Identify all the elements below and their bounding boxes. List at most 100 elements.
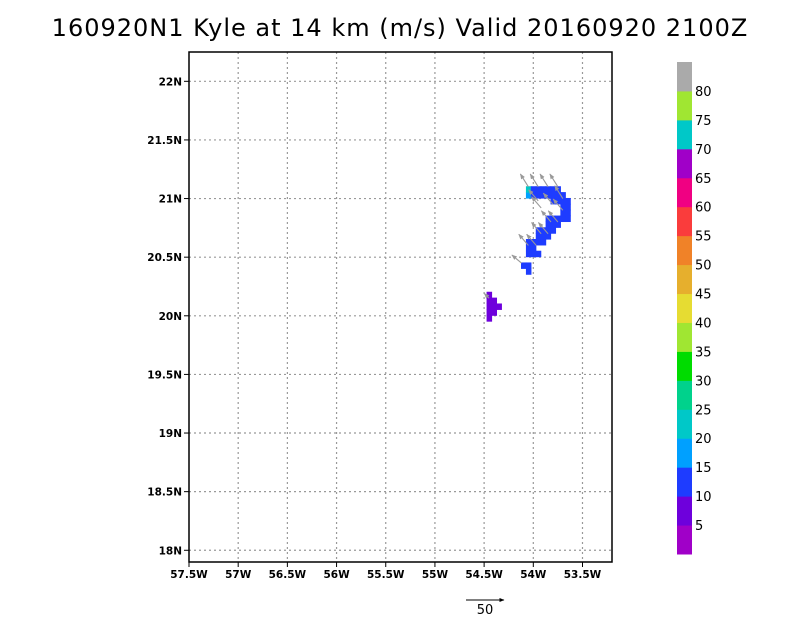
colorbar-segment — [677, 177, 692, 208]
heatmap-cell — [496, 303, 502, 310]
wind-vector — [540, 210, 552, 223]
colorbar-label: 80 — [695, 85, 712, 100]
colorbar-label: 50 — [695, 259, 712, 274]
colorbar-label: 10 — [695, 490, 712, 505]
colorbar-label: 75 — [695, 114, 712, 129]
wind-vector — [483, 293, 490, 299]
x-tick-label: 57W — [225, 569, 252, 581]
colorbar-label: 60 — [695, 201, 712, 216]
heatmap-cell — [560, 197, 566, 205]
heatmap-cell — [560, 203, 566, 211]
colorbar-label: 45 — [695, 288, 712, 303]
x-tick-label: 54.5W — [465, 569, 503, 581]
heatmap-cell — [486, 297, 493, 305]
y-tick-label: 19N — [159, 428, 182, 440]
wind-vectors — [483, 173, 564, 299]
heatmap-cell — [550, 227, 557, 234]
heatmap-cell — [525, 244, 532, 252]
plot-frame — [188, 51, 613, 563]
heatmap-cell — [540, 227, 547, 234]
colorbar-label: 25 — [695, 403, 712, 418]
heatmap-cell — [540, 233, 547, 240]
wind-vector — [554, 185, 564, 199]
colorbar-label: 20 — [695, 432, 712, 447]
heatmap-cell — [565, 209, 571, 217]
y-tick-label: 21N — [159, 194, 182, 206]
wind-vector — [539, 173, 549, 188]
chart-title: 160920N1 Kyle at 14 km (m/s) Valid 20160… — [51, 14, 749, 42]
heatmap-cell — [550, 186, 557, 193]
x-axis-ticks: 57.5W 57W 56.5W 56W 55.5W 55W 54.5W 54W 53.5W — [170, 562, 602, 581]
heatmap-cell — [565, 197, 571, 205]
wind-vector — [547, 210, 559, 223]
x-tick-label: 55W — [422, 569, 449, 581]
heatmap-cell — [560, 192, 566, 199]
heatmap-cell — [550, 221, 557, 228]
heatmap-cell — [545, 186, 552, 193]
heatmap-cell — [565, 203, 571, 211]
heatmap-cell — [555, 221, 561, 228]
wind-vector — [552, 198, 564, 211]
y-tick-label: 21.5N — [147, 135, 182, 147]
heatmap-cell — [491, 297, 498, 305]
heatmap-cell — [530, 244, 537, 252]
heatmap-cell — [550, 192, 557, 199]
grid-lines — [189, 52, 612, 562]
colorbar-segment — [677, 62, 692, 92]
colorbar-segment — [677, 119, 692, 150]
colorbar-segment — [677, 322, 692, 352]
y-tick-label: 19.5N — [147, 369, 182, 381]
heatmap-cell — [525, 262, 532, 269]
wind-vector — [528, 189, 539, 202]
heatmap-cell — [530, 186, 537, 193]
wind-vector — [529, 173, 539, 188]
heatmap-cell — [525, 268, 532, 275]
wind-vector — [542, 192, 554, 205]
heatmap-cell — [521, 262, 527, 269]
x-tick-label: 54W — [520, 569, 547, 581]
colorbar: 5 10 15 20 25 30 35 40 45 50 55 60 65 70 75 80 — [677, 62, 712, 555]
heatmap-cell — [545, 221, 552, 228]
x-tick-label: 56W — [323, 569, 350, 581]
heatmap-cell — [540, 186, 547, 193]
colorbar-segment — [677, 206, 692, 237]
reference-label: 50 — [477, 603, 494, 618]
colorbar-segment — [677, 380, 692, 410]
heatmap-cell — [525, 239, 532, 246]
heatmap-cell — [535, 186, 542, 193]
colorbar-segment — [677, 467, 692, 497]
colorbar-label: 30 — [695, 374, 712, 389]
y-tick-label: 22N — [159, 76, 182, 88]
colorbar-label: 40 — [695, 316, 712, 331]
heatmap-cell — [491, 303, 498, 310]
heatmap-cell — [530, 250, 537, 258]
y-tick-label: 18N — [159, 545, 182, 557]
colorbar-label: 65 — [695, 172, 712, 187]
wind-vector — [549, 173, 559, 188]
heatmap-cell — [545, 227, 552, 234]
heatmap-cell — [535, 250, 542, 258]
wind-vector — [538, 222, 549, 235]
wind-vector — [511, 254, 522, 264]
heatmap-cell — [486, 315, 493, 322]
reference-vector: 50 — [466, 598, 505, 618]
x-tick-label: 53.5W — [564, 569, 602, 581]
heatmap-cell — [486, 303, 493, 310]
y-tick-label: 18.5N — [147, 487, 182, 499]
heatmap-cell — [491, 309, 498, 316]
heatmap-cell — [565, 215, 571, 223]
y-tick-label: 20N — [159, 311, 182, 323]
wind-vector — [519, 173, 529, 188]
colorbar-segment — [677, 351, 692, 381]
x-tick-label: 56.5W — [269, 569, 307, 581]
colorbar-segment — [677, 148, 692, 179]
colorbar-label: 55 — [695, 230, 712, 245]
heatmap-cell — [540, 239, 547, 246]
wind-vector — [531, 222, 542, 235]
wind-vector — [526, 233, 537, 246]
wind-vector — [531, 196, 542, 209]
colorbar-label: 5 — [695, 519, 703, 534]
heatmap-cell — [535, 192, 542, 199]
heatmap-cell — [486, 291, 493, 299]
heatmap-cell — [525, 192, 532, 199]
